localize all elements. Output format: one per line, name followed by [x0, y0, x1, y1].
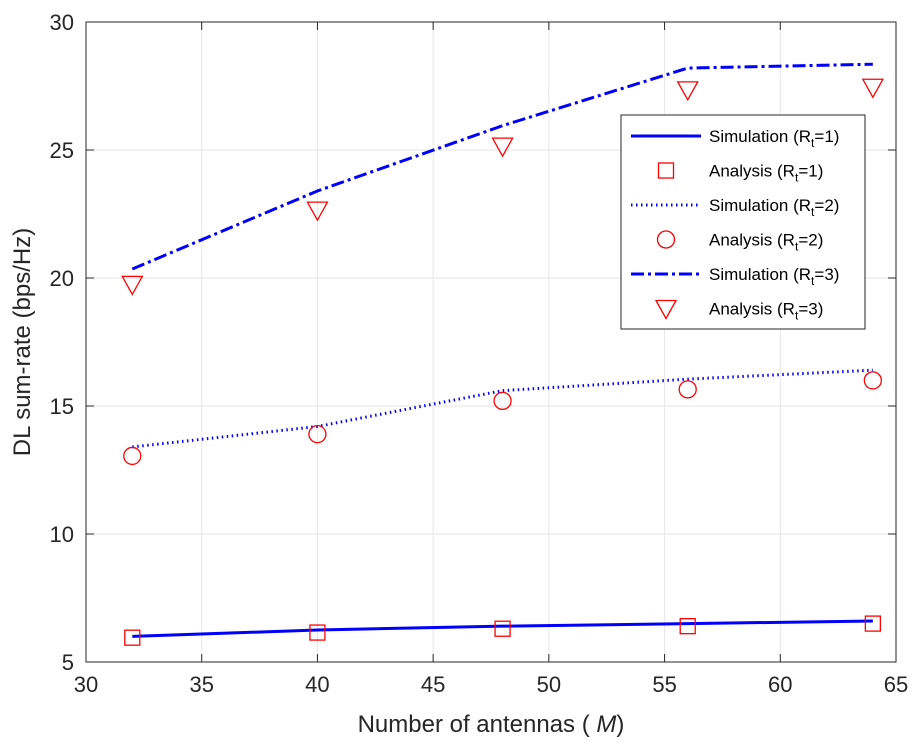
- series-1: [132, 619, 873, 638]
- data-point: [494, 620, 511, 637]
- x-tick-label: 60: [768, 672, 792, 697]
- x-axis-label: Number of antennas ( M): [358, 711, 625, 738]
- data-point: [861, 78, 884, 99]
- y-tick-label: 30: [50, 10, 74, 35]
- legend-entry: Analysis (Rt=1): [657, 162, 823, 185]
- legend-label: Analysis (Rt=3): [709, 300, 823, 323]
- series-layer: [121, 62, 884, 646]
- legend-marker: [654, 299, 678, 320]
- data-point: [308, 425, 327, 444]
- x-tick-label: 50: [537, 672, 561, 697]
- x-tick-label: 45: [421, 672, 445, 697]
- y-tick-label: 15: [50, 394, 74, 419]
- series-4: [123, 371, 883, 466]
- data-point: [679, 618, 696, 635]
- data-point: [124, 629, 141, 646]
- ticks: 30 35 40 45 50 55 60 65 5 10 15 20 25 30: [50, 10, 909, 697]
- legend: Simulation (Rt=1) Analysis (Rt=1) Simulati…: [620, 114, 866, 330]
- y-tick-label: 20: [50, 266, 74, 291]
- series-6: [121, 78, 884, 296]
- legend-label: Simulation (Rt=1): [709, 127, 839, 150]
- data-point: [864, 615, 882, 632]
- data-point: [121, 275, 144, 296]
- legend-label: Simulation (Rt=3): [709, 265, 839, 288]
- legend-marker: [657, 162, 675, 179]
- data-point: [863, 371, 883, 390]
- data-point: [123, 446, 142, 466]
- y-tick-label: 5: [62, 650, 74, 675]
- y-tick-label: 10: [50, 522, 74, 547]
- legend-entry: Analysis (Rt=2): [656, 230, 823, 254]
- legend-entry: Analysis (Rt=3): [654, 299, 823, 323]
- data-point: [306, 201, 329, 222]
- data-point: [493, 391, 512, 411]
- legend-box: [620, 114, 866, 330]
- series-5: [131, 62, 873, 271]
- x-tick-label: 40: [305, 672, 329, 697]
- plot-frame: [85, 21, 897, 663]
- legend-entry: Simulation (Rt=1): [631, 127, 839, 150]
- legend-label: Analysis (Rt=1): [709, 162, 823, 185]
- legend-label: Analysis (Rt=2): [709, 231, 823, 254]
- x-tick-label: 65: [884, 672, 908, 697]
- y-tick-label: 25: [50, 138, 74, 163]
- legend-entry: Simulation (Rt=3): [631, 265, 839, 288]
- data-point: [491, 137, 514, 158]
- legend-entry: Simulation (Rt=2): [631, 196, 839, 219]
- x-tick-label: 30: [74, 672, 98, 697]
- data-point: [676, 81, 699, 102]
- y-axis-label: DL sum-rate (bps/Hz): [9, 228, 36, 457]
- legend-marker: [656, 230, 676, 249]
- legend-label: Simulation (Rt=2): [709, 196, 839, 219]
- series-line: [132, 619, 873, 638]
- x-tick-label: 35: [189, 672, 213, 697]
- data-point: [678, 380, 697, 399]
- series-line: [131, 62, 873, 271]
- x-tick-label: 55: [652, 672, 676, 697]
- data-point: [309, 624, 326, 641]
- series-2: [124, 615, 882, 646]
